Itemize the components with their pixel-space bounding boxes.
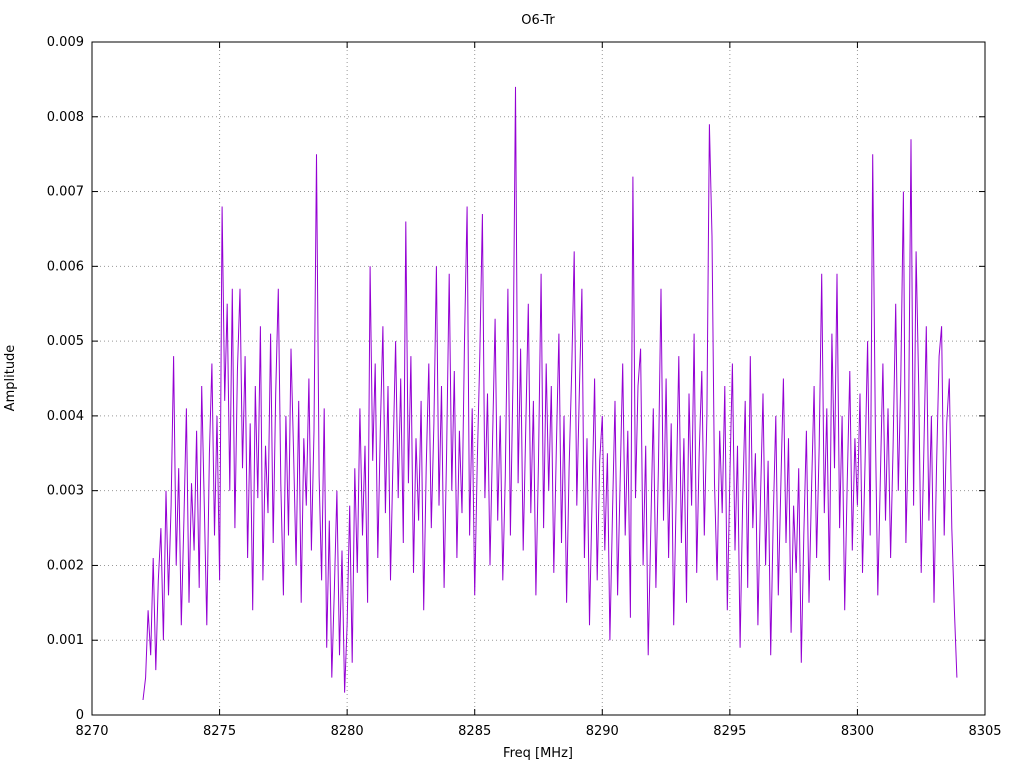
plot-border — [91, 41, 986, 716]
x-tick-label: 8280 — [331, 724, 364, 739]
x-tick-label: 8305 — [968, 724, 1001, 739]
y-tick-label: 0.002 — [47, 558, 84, 573]
y-tick-label: 0.006 — [47, 259, 84, 274]
y-tick-label: 0.004 — [47, 409, 84, 424]
x-axis-label: Freq [MHz] — [503, 746, 573, 761]
y-tick-label: 0.005 — [47, 334, 84, 349]
spectrum-trace — [142, 86, 958, 701]
y-tick-label: 0.009 — [47, 35, 84, 50]
y-tick-label: 0.003 — [47, 484, 84, 499]
y-tick-label: 0 — [76, 708, 84, 723]
x-tick-label: 8275 — [203, 724, 236, 739]
y-axis-label: Amplitude — [3, 345, 18, 412]
x-tick-label: 8285 — [458, 724, 491, 739]
chart-title: O6-Tr — [521, 13, 555, 28]
x-tick-label: 8290 — [586, 724, 619, 739]
y-tick-label: 0.008 — [47, 110, 84, 125]
y-tick-label: 0.001 — [47, 633, 84, 648]
x-tick-label: 8270 — [75, 724, 108, 739]
x-tick-label: 8300 — [841, 724, 874, 739]
y-tick-label: 0.007 — [47, 185, 84, 200]
x-tick-label: 8295 — [713, 724, 746, 739]
